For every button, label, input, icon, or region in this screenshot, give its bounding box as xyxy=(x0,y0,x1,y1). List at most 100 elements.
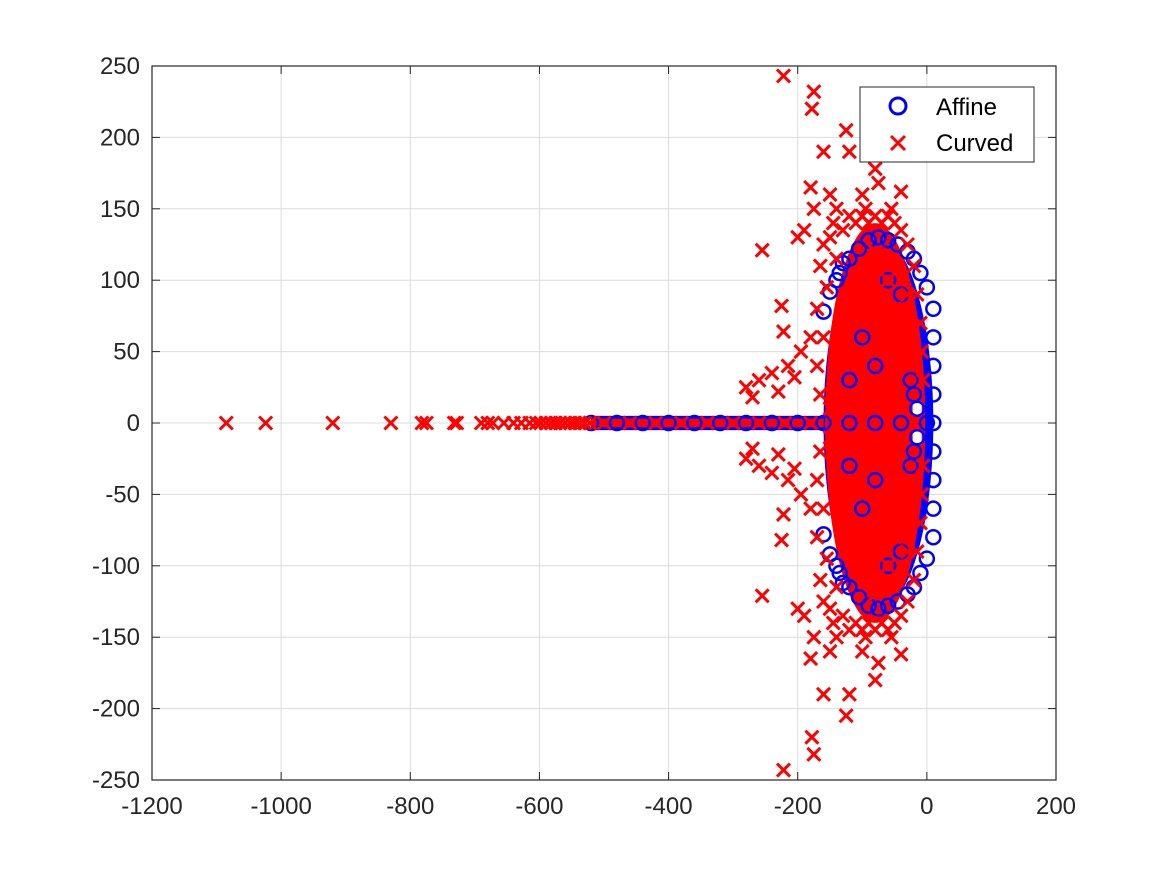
curved-point xyxy=(485,415,501,431)
curved-point xyxy=(809,529,825,545)
y-tick-label: 150 xyxy=(100,196,140,223)
affine-point xyxy=(918,279,936,296)
affine-point xyxy=(828,557,845,575)
affine-point xyxy=(889,593,907,610)
curved-point xyxy=(887,529,903,545)
affine-point xyxy=(608,414,626,432)
affine-point xyxy=(841,414,858,432)
curved-point xyxy=(874,501,890,517)
x-tick-label: 200 xyxy=(1036,793,1076,820)
curved-point xyxy=(803,651,819,667)
curved-point xyxy=(764,365,780,381)
curved-point xyxy=(893,646,909,662)
curved-point xyxy=(854,643,870,660)
y-tick-label: 250 xyxy=(100,53,140,80)
curved-point xyxy=(914,486,930,502)
affine-point xyxy=(711,414,729,432)
curved-point xyxy=(744,389,761,405)
curved-point xyxy=(815,686,832,702)
curved-point xyxy=(596,415,612,431)
affine-point xyxy=(850,588,868,606)
affine-point xyxy=(925,386,942,403)
curved-point xyxy=(893,358,909,374)
y-tick-label: -150 xyxy=(92,624,140,651)
curved-point xyxy=(218,415,234,431)
curved-point xyxy=(803,501,819,517)
curved-point xyxy=(812,258,828,274)
curved-point xyxy=(835,608,851,624)
curved-point xyxy=(899,543,916,560)
y-tick-label: 0 xyxy=(127,410,140,437)
y-tick-label: 50 xyxy=(113,339,140,366)
x-tick-labels: -1200 -1000 -800 -600 -400 -200 0 200 xyxy=(121,793,1076,820)
affine-point xyxy=(660,414,677,432)
curved-point xyxy=(835,222,851,238)
affine-point xyxy=(834,254,852,272)
curved-point xyxy=(912,515,928,531)
curved-point xyxy=(325,415,341,431)
curved-point xyxy=(815,329,832,345)
curved-point xyxy=(867,586,883,602)
affine-point xyxy=(925,443,942,460)
legend-curved-marker xyxy=(889,134,907,152)
curved-point xyxy=(577,415,593,431)
x-tick-label: -200 xyxy=(774,793,822,820)
affine-point xyxy=(908,429,926,446)
curved-point xyxy=(893,222,909,238)
curved-point xyxy=(893,472,909,488)
affine-point xyxy=(841,371,858,389)
curved-point xyxy=(838,708,854,724)
curved-point xyxy=(725,415,741,431)
affine-point xyxy=(870,229,887,246)
affine-point xyxy=(841,457,858,475)
curved-point xyxy=(880,558,896,574)
curved-point xyxy=(870,175,886,191)
curved-point xyxy=(828,629,845,645)
affine-point xyxy=(866,357,884,375)
curved-point xyxy=(861,286,877,303)
curved-point xyxy=(812,386,828,403)
affine-point xyxy=(925,329,942,346)
curved-point xyxy=(804,101,820,117)
curved-point xyxy=(819,551,835,567)
curved-point xyxy=(854,186,870,203)
curved-point xyxy=(744,441,761,457)
affine-point xyxy=(866,471,884,489)
curved-point xyxy=(774,532,790,548)
curved-point xyxy=(893,608,909,624)
curved-point xyxy=(828,415,845,431)
curved-point xyxy=(806,746,822,762)
curved-point xyxy=(854,472,870,488)
curved-point xyxy=(914,344,930,360)
curved-point xyxy=(828,201,845,217)
curved-point xyxy=(812,443,828,460)
curved-point xyxy=(854,358,870,374)
curved-point xyxy=(786,369,803,385)
curved-point xyxy=(793,344,809,360)
affine-point xyxy=(834,574,852,592)
curved-point xyxy=(418,415,434,431)
curved-point xyxy=(867,244,883,260)
curved-point xyxy=(822,601,838,617)
x-tick-label: -400 xyxy=(645,793,693,820)
curved-point xyxy=(870,655,886,671)
curved-point xyxy=(822,401,838,417)
curved-point xyxy=(809,472,825,488)
curved-point xyxy=(899,236,916,253)
curved-point xyxy=(803,179,819,195)
curved-point xyxy=(806,201,822,217)
curved-point xyxy=(915,458,931,474)
curved-point xyxy=(793,486,809,502)
curved-point xyxy=(822,186,838,203)
curved-point xyxy=(822,429,838,445)
curved-point xyxy=(770,446,786,462)
curved-point xyxy=(815,144,832,160)
curved-point xyxy=(751,372,767,388)
curved-point xyxy=(796,608,812,624)
affine-point xyxy=(918,550,936,567)
curved-point xyxy=(867,161,883,177)
legend-curved-label: Curved xyxy=(936,130,1013,157)
affine-point xyxy=(815,303,832,320)
curved-point xyxy=(887,301,903,317)
curved-point xyxy=(828,251,845,267)
